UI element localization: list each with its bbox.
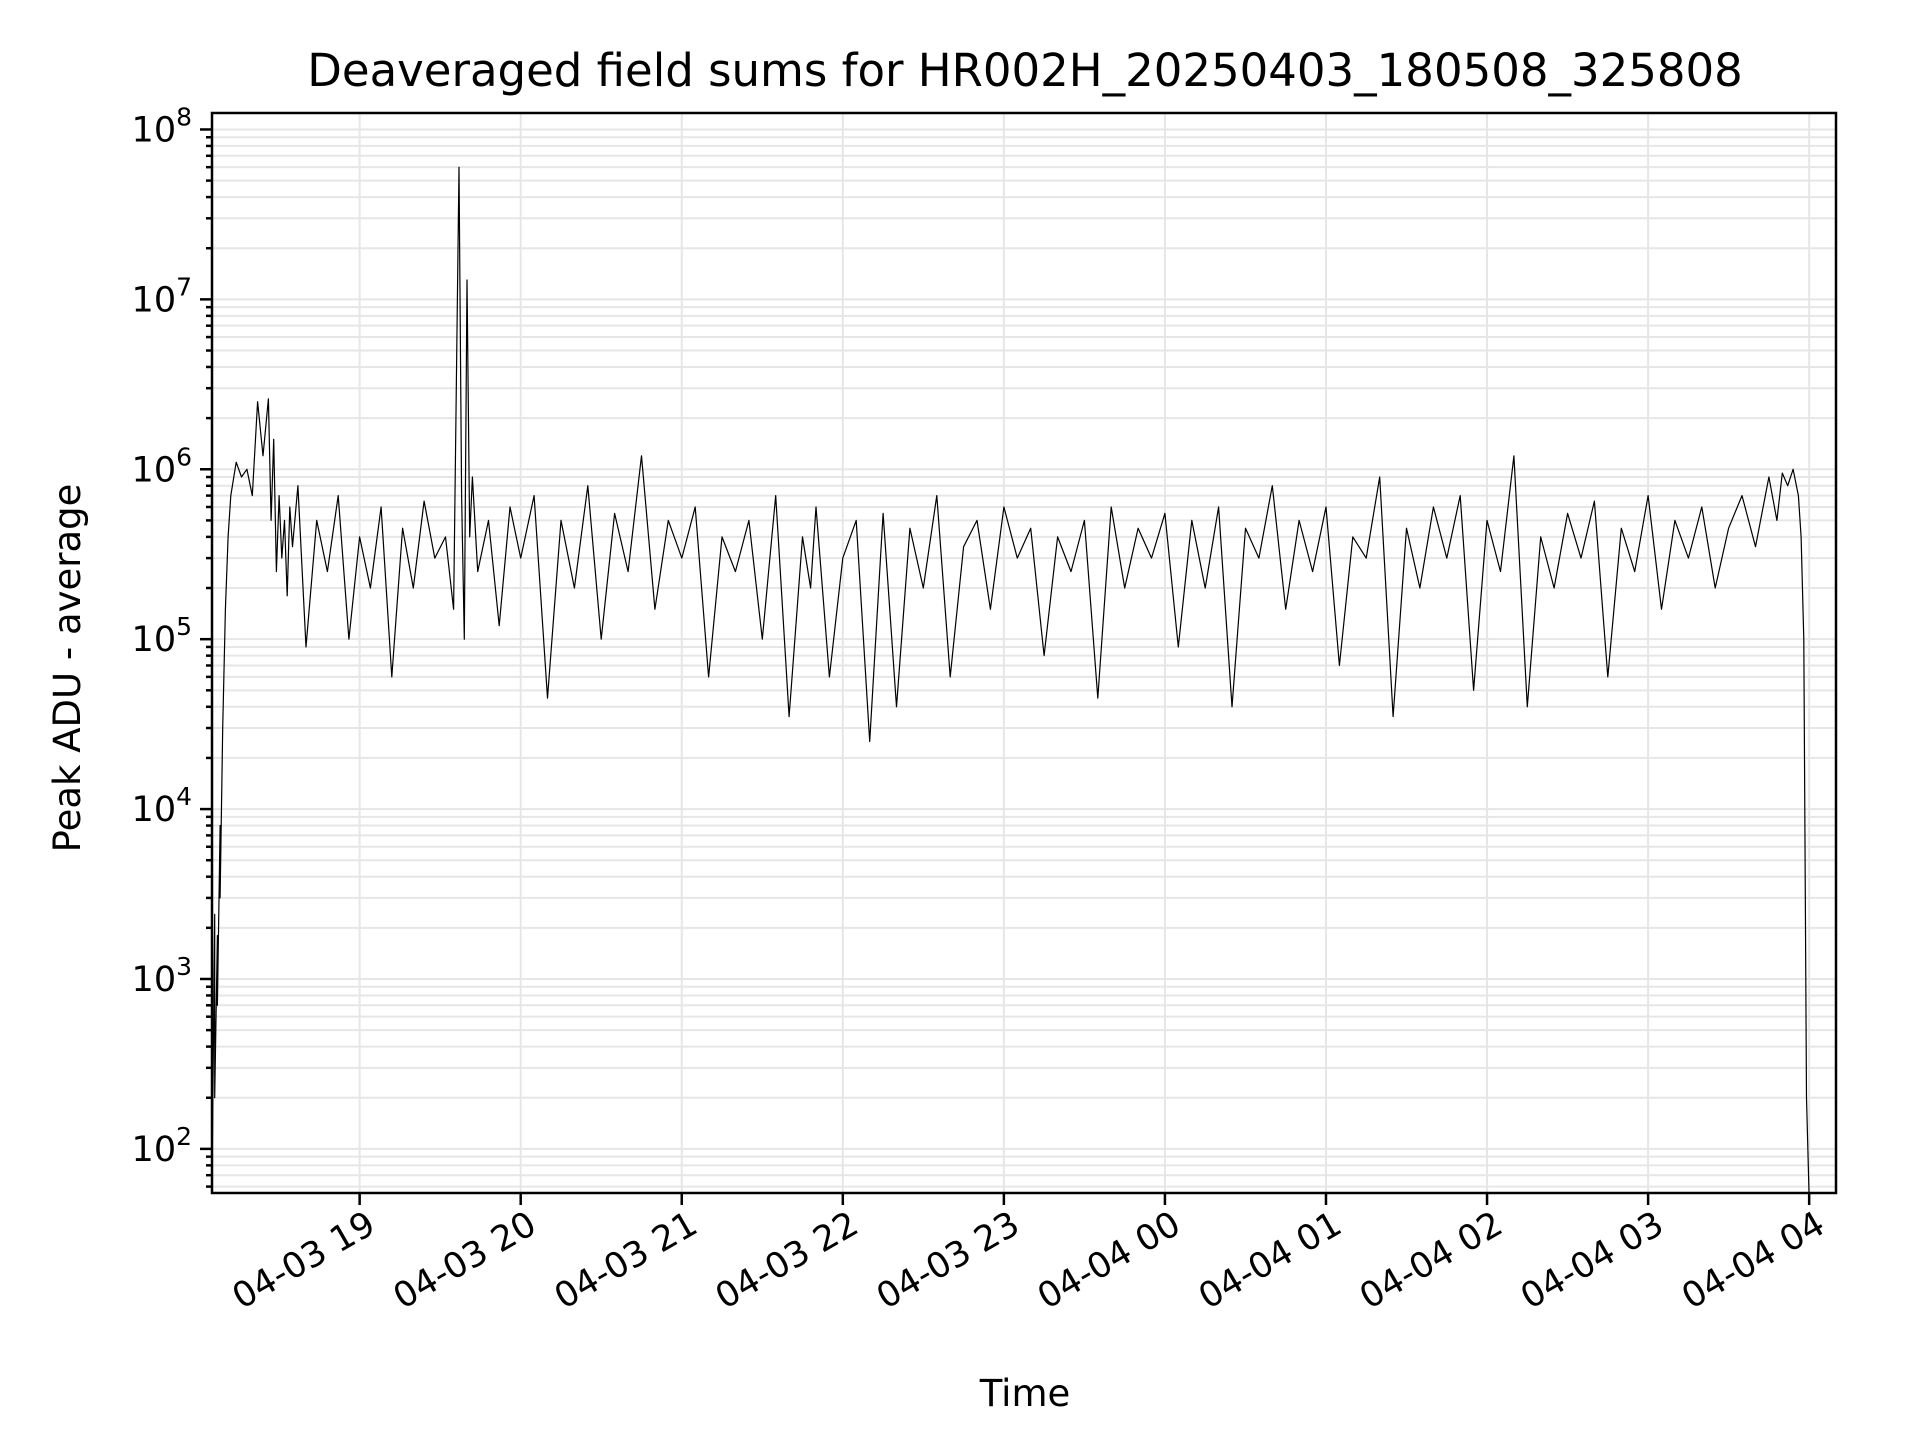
y-tick-label: 104 — [132, 782, 192, 830]
y-tick-label: 102 — [132, 1122, 192, 1170]
x-axis: 04-03 19 04-03 20 04-03 21 04-03 22 04-03 23… — [226, 1193, 1832, 1317]
y-tick-label: 105 — [132, 612, 192, 660]
x-axis-label: Time — [979, 1372, 1071, 1415]
x-tick-label: 04-03 21 — [548, 1204, 704, 1317]
grid — [212, 113, 1836, 1193]
series-layer — [211, 166, 1810, 1201]
y-tick-label: 106 — [132, 442, 192, 490]
x-tick-label: 04-04 02 — [1353, 1204, 1509, 1317]
y-tick-label: 108 — [132, 102, 192, 150]
y-axis-label: Peak ADU - average — [46, 484, 89, 853]
x-tick-label: 04-03 19 — [226, 1204, 382, 1317]
x-tick-label: 04-03 20 — [387, 1204, 543, 1317]
y-axis: 102 103 104 105 106 107 108 — [132, 102, 212, 1188]
x-tick-label: 04-04 01 — [1192, 1204, 1348, 1317]
x-tick-label: 04-04 00 — [1031, 1204, 1187, 1317]
plot-frame — [210, 111, 1838, 1195]
x-tick-label: 04-04 04 — [1675, 1204, 1831, 1317]
series-line — [211, 166, 1810, 1201]
y-tick-label: 103 — [132, 952, 192, 1000]
x-tick-label: 04-03 23 — [870, 1204, 1026, 1317]
x-tick-label: 04-04 03 — [1514, 1204, 1670, 1317]
x-tick-label: 04-03 22 — [709, 1204, 865, 1317]
chart-title: Deaveraged field sums for HR002H_2025040… — [307, 44, 1743, 97]
y-tick-label: 107 — [132, 272, 192, 320]
